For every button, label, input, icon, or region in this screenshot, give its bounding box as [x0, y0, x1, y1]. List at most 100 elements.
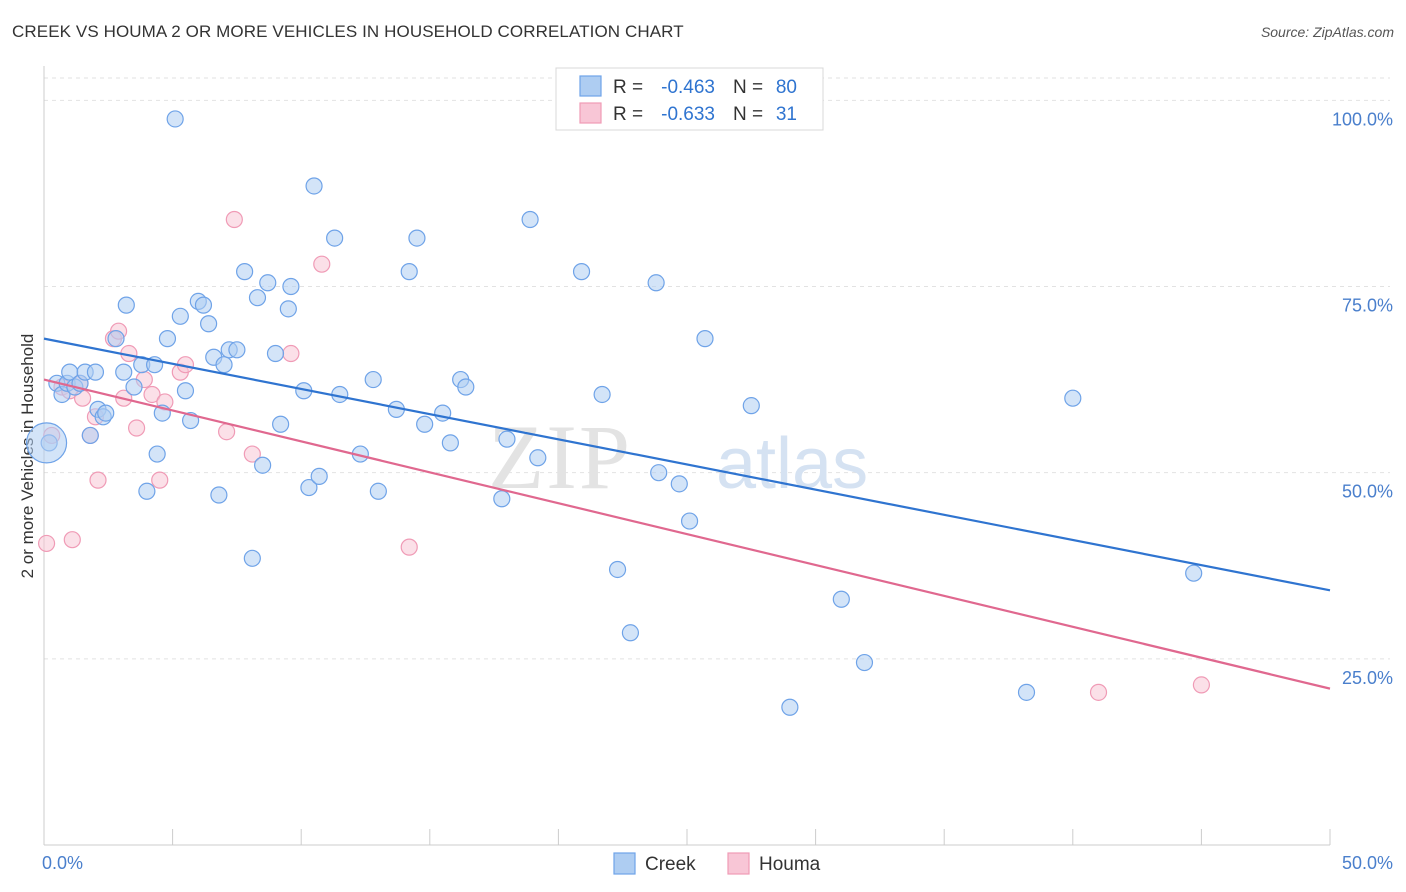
creek-point [680, 512, 699, 530]
houma-point [218, 423, 236, 441]
creek-point [305, 177, 323, 195]
stats-n-label: N = [733, 77, 763, 98]
creek-point [369, 482, 387, 500]
stats-legend-swatch [579, 75, 602, 97]
creek-point [621, 624, 640, 642]
creek-point [593, 385, 611, 404]
axes [43, 66, 1331, 846]
houma-point [313, 255, 331, 273]
stats-r-label: R = [613, 77, 643, 98]
chart-title: CREEK VS HOUMA 2 OR MORE VEHICLES IN HOU… [12, 22, 684, 41]
creek-point [572, 263, 591, 281]
creek-point [166, 110, 184, 128]
creek-point [441, 434, 459, 452]
x-tick-label-min: 0.0% [42, 853, 83, 873]
creek-point [81, 426, 99, 445]
creek-point [400, 263, 418, 281]
creek-point [115, 363, 133, 381]
creek-point [248, 289, 267, 307]
creek-point [236, 263, 254, 281]
houma-point [1089, 683, 1108, 701]
creek-point [493, 490, 511, 508]
creek-point [521, 210, 539, 229]
creek-point [1017, 683, 1036, 701]
creek-point [1064, 389, 1082, 407]
creek-point [266, 344, 285, 363]
houma-point [282, 344, 300, 363]
creek-point [228, 341, 246, 359]
houma-point [1192, 676, 1211, 694]
stats-r-value: -0.463 [661, 77, 715, 98]
creek-point [310, 467, 328, 485]
creek-point [86, 363, 105, 381]
creek-point [200, 315, 218, 333]
houma-point [37, 534, 56, 553]
creek-point [647, 274, 665, 292]
houma-point [127, 419, 146, 437]
creek-point [608, 560, 627, 579]
creek-point [107, 330, 125, 348]
creek-point [243, 549, 261, 567]
creek-point [408, 229, 426, 247]
creek-point [194, 296, 213, 314]
creek-point [117, 296, 135, 314]
houma-point [225, 210, 243, 229]
creek-point [254, 456, 272, 474]
creek-point [832, 590, 850, 608]
stats-legend: R = -0.463 N = 80 R = -0.633 N = 31 [555, 67, 824, 131]
creek-point [210, 486, 228, 504]
creek-point [176, 382, 195, 400]
stats-r-label: R = [613, 104, 643, 125]
creek-point [650, 464, 668, 482]
series-legend-label: Creek [645, 854, 696, 875]
houma-point [151, 471, 169, 489]
houma-point [400, 538, 418, 556]
creek-point [364, 370, 382, 389]
creek-point [742, 397, 760, 415]
creek-point [272, 415, 290, 433]
creek-point [1185, 564, 1203, 582]
creek-point [855, 653, 874, 672]
houma-trend-line [43, 378, 1331, 690]
creek-point [457, 378, 475, 396]
x-tick-label-max: 50.0% [1342, 853, 1393, 873]
houma-point [89, 471, 107, 489]
creek-point [158, 330, 177, 348]
y-tick-label: 100.0% [1332, 109, 1393, 129]
watermark-zip: ZIP [488, 406, 632, 508]
creek-point [259, 274, 277, 292]
creek-trend-line [43, 337, 1331, 592]
trend-lines [43, 337, 1331, 690]
creek-point [326, 229, 344, 247]
creek-point [781, 698, 799, 716]
houma-point [143, 385, 161, 404]
stats-n-value: 31 [776, 104, 797, 125]
series-legend-swatch [613, 852, 636, 875]
creek-point [125, 378, 143, 396]
creek-series [25, 110, 1203, 716]
creek-point [279, 300, 297, 318]
creek-point [498, 430, 516, 448]
creek-point [282, 277, 300, 296]
creek-point [670, 475, 688, 493]
houma-point [243, 445, 261, 463]
series-legend-label: Houma [759, 854, 821, 875]
creek-point [300, 478, 318, 497]
y-tick-label: 25.0% [1342, 668, 1393, 688]
stats-n-label: N = [733, 104, 763, 125]
creek-point [148, 445, 166, 463]
series-legend-swatch [727, 852, 750, 875]
stats-r-value: -0.633 [661, 104, 715, 125]
creek-point [138, 482, 156, 500]
stats-legend-swatch [579, 102, 602, 124]
watermark-atlas: atlas [716, 424, 868, 504]
source-label: Source: ZipAtlas.com [1260, 24, 1394, 40]
series-legend: Creek Houma [613, 852, 821, 875]
creek-point-large [25, 422, 68, 464]
stats-n-value: 80 [776, 77, 797, 98]
creek-point [529, 449, 547, 467]
watermark: ZIP atlas [488, 406, 868, 508]
creek-point [696, 330, 714, 348]
creek-point [171, 307, 189, 325]
